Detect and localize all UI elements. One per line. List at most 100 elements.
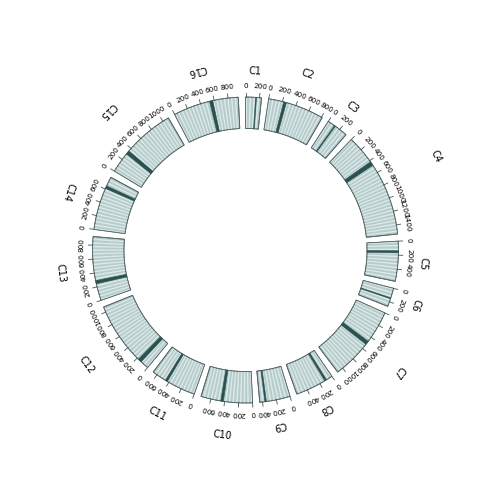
Text: 200: 200 xyxy=(231,410,245,417)
Text: C6: C6 xyxy=(409,298,422,313)
Polygon shape xyxy=(181,110,195,140)
Polygon shape xyxy=(354,180,382,195)
Text: 0: 0 xyxy=(290,403,296,410)
Text: 600: 600 xyxy=(126,124,140,138)
Polygon shape xyxy=(99,284,129,294)
Polygon shape xyxy=(95,220,126,228)
Text: C9: C9 xyxy=(273,419,287,431)
Polygon shape xyxy=(150,130,171,155)
Polygon shape xyxy=(162,121,180,148)
Text: C10: C10 xyxy=(212,428,232,441)
Text: 200: 200 xyxy=(271,406,286,414)
Polygon shape xyxy=(193,364,205,394)
Polygon shape xyxy=(93,236,131,300)
Text: 400: 400 xyxy=(304,394,319,406)
Polygon shape xyxy=(359,196,389,208)
Polygon shape xyxy=(236,372,239,402)
Polygon shape xyxy=(93,252,124,254)
Polygon shape xyxy=(331,336,354,358)
Polygon shape xyxy=(155,348,174,374)
Polygon shape xyxy=(346,318,373,336)
Text: 600: 600 xyxy=(364,348,378,362)
Polygon shape xyxy=(366,264,398,268)
Polygon shape xyxy=(93,246,124,248)
Polygon shape xyxy=(185,109,198,138)
Text: 0: 0 xyxy=(137,372,144,380)
Polygon shape xyxy=(220,99,226,130)
Polygon shape xyxy=(165,354,184,382)
Polygon shape xyxy=(341,324,366,345)
Polygon shape xyxy=(339,152,364,174)
Polygon shape xyxy=(246,97,247,128)
Polygon shape xyxy=(367,241,398,244)
Text: 400: 400 xyxy=(372,147,385,162)
Polygon shape xyxy=(329,338,352,361)
Polygon shape xyxy=(94,178,138,234)
Text: 800: 800 xyxy=(97,322,109,338)
Text: 400: 400 xyxy=(80,268,88,282)
Polygon shape xyxy=(365,272,396,279)
Polygon shape xyxy=(210,368,219,399)
Text: 0: 0 xyxy=(80,225,86,230)
Text: C14: C14 xyxy=(61,182,76,203)
Text: 200: 200 xyxy=(123,358,136,372)
Text: 200: 200 xyxy=(382,323,394,338)
Polygon shape xyxy=(361,286,391,297)
Polygon shape xyxy=(142,136,164,160)
Text: C7: C7 xyxy=(391,364,407,380)
Polygon shape xyxy=(210,100,219,132)
Polygon shape xyxy=(291,108,304,138)
Polygon shape xyxy=(268,370,275,400)
Polygon shape xyxy=(311,122,329,148)
Polygon shape xyxy=(124,324,150,344)
Text: 0: 0 xyxy=(243,84,248,89)
Polygon shape xyxy=(352,308,380,324)
Polygon shape xyxy=(109,180,137,195)
Text: 600: 600 xyxy=(381,160,393,174)
Polygon shape xyxy=(213,100,220,132)
Text: 0: 0 xyxy=(87,300,94,307)
Polygon shape xyxy=(361,288,391,298)
Polygon shape xyxy=(356,186,385,200)
Polygon shape xyxy=(118,317,145,336)
Polygon shape xyxy=(286,106,298,136)
Text: 200: 200 xyxy=(107,146,120,160)
Text: 0: 0 xyxy=(250,410,255,416)
Polygon shape xyxy=(93,238,124,242)
Polygon shape xyxy=(299,359,313,388)
Polygon shape xyxy=(316,126,336,152)
Text: 200: 200 xyxy=(277,86,293,96)
Polygon shape xyxy=(301,114,317,142)
Polygon shape xyxy=(252,98,255,128)
Polygon shape xyxy=(159,123,178,150)
Polygon shape xyxy=(97,278,128,286)
Text: 200: 200 xyxy=(339,114,354,128)
Polygon shape xyxy=(104,296,168,368)
Polygon shape xyxy=(134,144,158,167)
Polygon shape xyxy=(301,358,317,386)
Polygon shape xyxy=(288,364,300,394)
Text: 400: 400 xyxy=(156,386,171,398)
Polygon shape xyxy=(195,105,206,136)
Polygon shape xyxy=(209,101,218,132)
Polygon shape xyxy=(138,337,162,360)
Polygon shape xyxy=(304,116,320,144)
Polygon shape xyxy=(355,302,383,318)
Text: C5: C5 xyxy=(418,256,429,270)
Text: C3: C3 xyxy=(345,100,361,116)
Polygon shape xyxy=(186,362,199,392)
Polygon shape xyxy=(278,102,288,133)
Polygon shape xyxy=(175,114,190,142)
Polygon shape xyxy=(367,254,398,258)
Text: 0: 0 xyxy=(268,85,273,91)
Polygon shape xyxy=(333,144,357,167)
Polygon shape xyxy=(265,370,271,401)
Text: 400: 400 xyxy=(85,191,95,206)
Polygon shape xyxy=(112,310,140,326)
Polygon shape xyxy=(139,139,162,162)
Polygon shape xyxy=(94,228,125,234)
Polygon shape xyxy=(303,356,320,384)
Polygon shape xyxy=(96,275,127,283)
Polygon shape xyxy=(227,98,232,130)
Text: C8: C8 xyxy=(319,402,334,416)
